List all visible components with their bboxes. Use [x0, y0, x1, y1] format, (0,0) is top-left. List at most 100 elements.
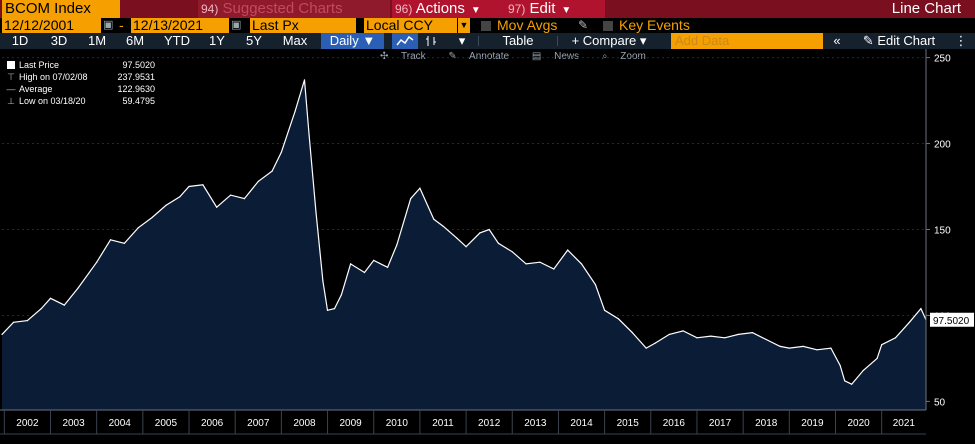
data-point [779, 345, 781, 347]
data-point [465, 246, 467, 248]
mov-avgs-label[interactable]: Mov Avgs [497, 17, 558, 33]
data-point [645, 347, 647, 349]
actions-label: Actions [415, 0, 465, 17]
period-max-button[interactable]: Max [282, 33, 308, 48]
average-line-icon: ― [6, 84, 16, 94]
chart-type-dropdown[interactable]: ▾ [448, 33, 476, 49]
data-point [373, 259, 375, 261]
end-date-input[interactable]: 12/13/2021 [131, 18, 229, 33]
x-tick-label: 2020 [847, 418, 870, 429]
calendar-icon[interactable]: ▣ [231, 19, 242, 31]
data-point [788, 347, 790, 349]
news-tool[interactable]: ▤ News [532, 51, 589, 62]
data-point [333, 308, 336, 310]
collapse-icon[interactable]: « [833, 33, 841, 48]
x-tick-label: 2009 [340, 418, 363, 429]
actions-menu[interactable]: 96) Actions ▼ [392, 0, 505, 18]
period-3d-button[interactable]: 3D [50, 33, 68, 48]
last-price-marker: 97.5020 [930, 312, 974, 327]
x-tick-label: 2015 [617, 418, 640, 429]
data-point [96, 261, 98, 263]
x-tick-label: 2017 [709, 418, 732, 429]
field-select[interactable]: Last Px [250, 18, 356, 33]
y-tick-label: 250 [934, 54, 951, 65]
data-point [363, 271, 366, 274]
data-point [40, 308, 42, 310]
line-chart-icon[interactable] [392, 33, 418, 49]
suggested-charts-button[interactable]: 94) Suggested Charts [198, 0, 390, 18]
last-price-label: 97.5020 [933, 316, 970, 327]
chevron-down-icon[interactable]: ▼ [458, 18, 470, 33]
period-1m-button[interactable]: 1M [87, 33, 107, 48]
start-date-input[interactable]: 12/12/2001 [2, 18, 101, 33]
frequency-select[interactable]: Daily ▼ [321, 33, 384, 49]
data-point [179, 196, 181, 198]
frequency-label: Daily [329, 33, 359, 48]
data-point [350, 263, 352, 265]
data-point [631, 332, 633, 334]
pencil-icon[interactable]: ✎ [578, 18, 589, 32]
data-point [63, 304, 65, 306]
legend-average: ― Average 122.9630 [5, 83, 156, 95]
pencil-icon: ✎ [862, 33, 874, 48]
compare-label: Compare [582, 33, 637, 48]
edit-menu[interactable]: 97) Edit ▼ [505, 0, 605, 18]
period-5y-button[interactable]: 5Y [246, 33, 262, 48]
data-point [243, 198, 245, 200]
x-tick-label: 2002 [16, 418, 39, 429]
data-point [315, 211, 317, 213]
data-point [881, 344, 883, 346]
data-point [511, 251, 513, 253]
data-point [419, 187, 421, 189]
x-tick-label: 2012 [478, 418, 501, 429]
data-point [525, 263, 527, 265]
data-point [1, 333, 3, 335]
edit-chart-button[interactable]: ✎ Edit Chart [851, 33, 947, 49]
crosshair-icon: ✣ [380, 51, 389, 62]
more-options-icon[interactable]: ⋮ [954, 33, 968, 48]
calendar-icon[interactable]: ▣ [103, 19, 114, 31]
add-data-input[interactable]: Add Data [671, 33, 823, 49]
zoom-tool[interactable]: ⌕ Zoom [602, 51, 656, 62]
selector-bar: 12/12/2001 ▣ - 12/13/2021 ▣ Last Px Loca… [0, 18, 975, 34]
data-point [387, 266, 389, 268]
data-point [479, 232, 481, 234]
y-tick-label: 200 [934, 140, 951, 151]
data-point [340, 294, 342, 296]
last-price-box [930, 312, 974, 327]
x-tick-label: 2019 [801, 418, 824, 429]
data-point [851, 383, 853, 385]
track-tool[interactable]: ✣ Track [380, 51, 436, 62]
data-point [257, 180, 259, 182]
period-6m-button[interactable]: 6M [125, 33, 145, 48]
data-point [410, 198, 412, 200]
ticker-field[interactable]: BCOM Index [2, 0, 120, 18]
annotate-tool[interactable]: ✎ Annotate [448, 51, 519, 62]
price-chart[interactable]: 50100150200250 2002200320042005200620072… [0, 49, 975, 444]
data-point [816, 349, 818, 351]
currency-select[interactable]: Local CCY [364, 18, 457, 33]
chevron-down-icon: ▾ [458, 33, 466, 48]
bar-chart-icon[interactable] [420, 33, 442, 49]
key-events-label[interactable]: Key Events [619, 17, 690, 33]
table-button[interactable]: Table [502, 33, 534, 48]
data-point [308, 134, 310, 136]
data-point [862, 369, 864, 372]
key-events-checkbox[interactable] [603, 21, 613, 31]
data-point [802, 345, 804, 347]
mov-avgs-checkbox[interactable] [481, 21, 491, 31]
period-ytd-button[interactable]: YTD [164, 33, 190, 48]
data-point [216, 206, 218, 208]
chevron-down-icon: ▾ [639, 33, 647, 48]
legend-value: 122.9630 [117, 84, 155, 94]
data-point [765, 338, 767, 341]
data-point [137, 227, 139, 229]
y-tick-label: 150 [934, 226, 951, 237]
data-point [188, 185, 190, 188]
news-icon: ▤ [531, 51, 542, 62]
period-1y-button[interactable]: 1Y [209, 33, 225, 48]
x-tick-label: 2006 [201, 418, 224, 429]
period-1d-button[interactable]: 1D [11, 33, 29, 48]
compare-button[interactable]: + Compare ▾ [560, 33, 658, 49]
plus-icon: + [571, 33, 580, 48]
